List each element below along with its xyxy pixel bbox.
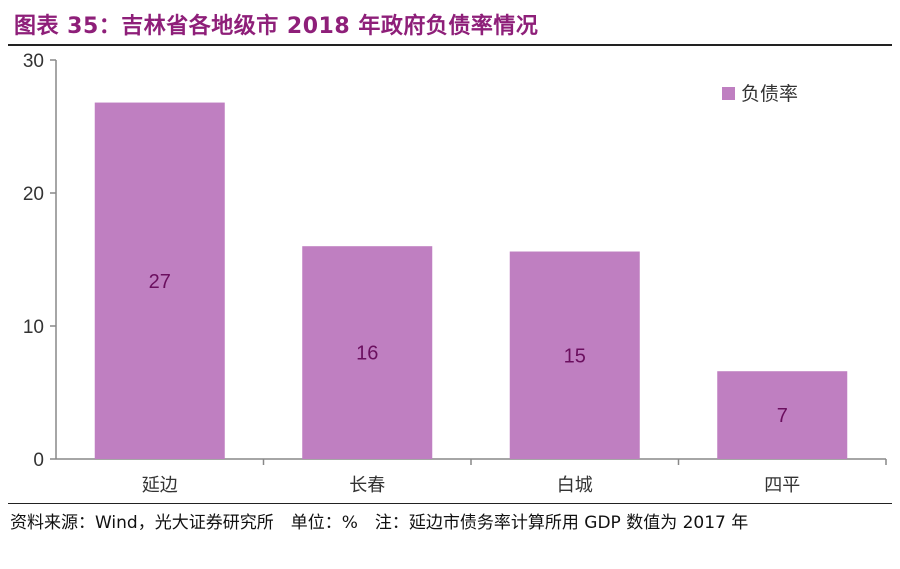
bar [302,246,433,459]
bar-value-label: 15 [564,345,586,367]
x-category-label: 四平 [764,475,800,496]
chart-title: 图表 35：吉林省各地级市 2018 年政府负债率情况 [14,14,539,39]
footer-divider [8,503,892,504]
x-category-label: 延边 [142,475,178,496]
bar-value-label: 16 [356,343,378,365]
y-tick-label: 30 [23,51,44,72]
y-tick-label: 20 [23,184,44,205]
bar [94,102,225,459]
legend-swatch [722,87,735,100]
bar-value-label: 7 [777,405,788,427]
source-note: 资料来源：Wind，光大证券研究所 单位：% 注：延边市债务率计算所用 GDP … [10,513,749,533]
x-category-label: 白城 [557,475,593,496]
bar-chart: 0 10 20 30 27 延边 16 长春 15 白城 7 四平 负债率 [23,51,887,496]
bar [717,371,848,459]
y-tick-label: 10 [23,317,44,338]
legend-label: 负债率 [741,83,798,105]
bar-value-label: 27 [149,271,171,293]
bar [509,251,640,459]
title-divider [8,44,892,46]
x-category-label: 长春 [349,475,385,496]
y-tick-label: 0 [33,450,44,471]
